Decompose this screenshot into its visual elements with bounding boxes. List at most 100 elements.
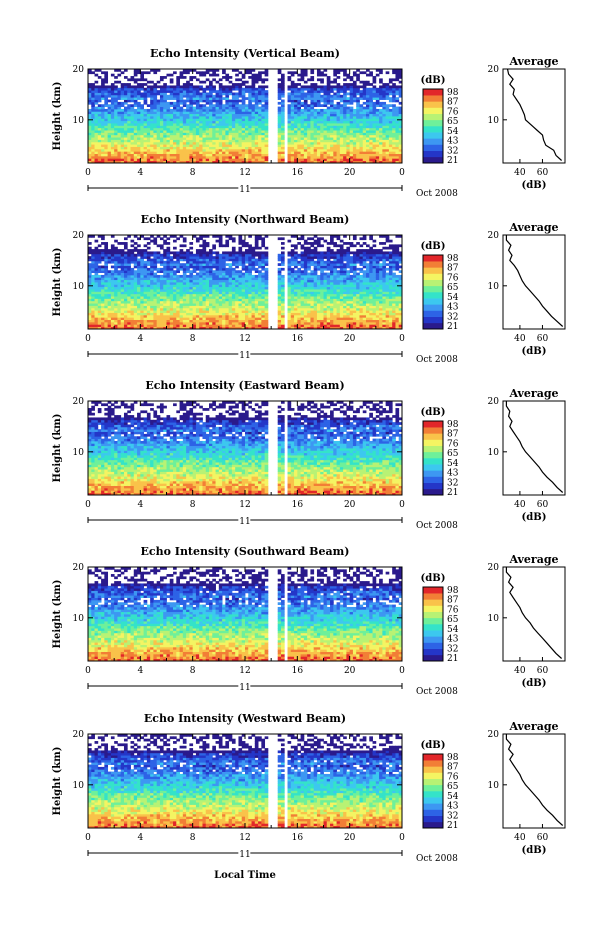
heatmap-cell xyxy=(143,286,148,290)
heatmap-cell xyxy=(209,249,213,252)
heatmap-cell xyxy=(173,87,177,91)
heatmap-cell xyxy=(336,148,341,152)
heatmap-cell xyxy=(176,282,180,285)
heatmap-cell xyxy=(137,284,141,288)
heatmap-cell xyxy=(182,113,187,117)
heatmap-cell xyxy=(137,244,141,248)
heatmap-cell xyxy=(349,111,354,115)
heatmap-cell xyxy=(215,148,220,152)
heatmap-cell xyxy=(202,146,207,150)
heatmap-cell xyxy=(97,123,102,126)
heatmap-cell xyxy=(225,319,230,323)
y-tick-label: 10 xyxy=(73,116,85,126)
heatmap-cell xyxy=(173,116,177,119)
heatmap-cell xyxy=(159,87,164,91)
heatmap-cell xyxy=(169,158,174,162)
heatmap-cell xyxy=(156,286,161,290)
heatmap-cell xyxy=(313,123,318,126)
heatmap-cell xyxy=(225,148,230,152)
heatmap-cell xyxy=(343,78,347,82)
heatmap-cell xyxy=(264,116,269,119)
heatmap-cell xyxy=(388,127,393,131)
heatmap-cell xyxy=(110,246,115,250)
heatmap-cell xyxy=(120,258,125,262)
heatmap-cell xyxy=(356,153,360,157)
heatmap-cell xyxy=(104,310,109,313)
heatmap-cell xyxy=(166,274,171,278)
heatmap-cell xyxy=(189,293,194,297)
heatmap-cell xyxy=(326,111,331,115)
heatmap-cell xyxy=(388,134,393,138)
heatmap-cell xyxy=(228,298,233,302)
heatmap-cell xyxy=(182,274,187,278)
heatmap-cell xyxy=(222,127,226,131)
heatmap-cell xyxy=(110,108,115,112)
heatmap-cell xyxy=(117,296,122,299)
heatmap-cell xyxy=(303,85,308,89)
colorbar-frame xyxy=(422,88,444,164)
heatmap-cell xyxy=(254,153,259,157)
heatmap-cell xyxy=(254,132,259,136)
heatmap-cell xyxy=(123,267,128,271)
heatmap-cell xyxy=(153,85,158,89)
heatmap-cell xyxy=(303,104,308,107)
heatmap-cell xyxy=(287,120,292,124)
heatmap-cell xyxy=(199,244,203,248)
heatmap-cell xyxy=(336,134,341,138)
heatmap-cell xyxy=(300,118,305,122)
heatmap-cell xyxy=(209,265,213,269)
heatmap-cell xyxy=(173,291,177,295)
heatmap-cell xyxy=(212,258,216,262)
heatmap-cell xyxy=(323,146,328,150)
heatmap-cell xyxy=(182,137,187,140)
heatmap-cell xyxy=(186,111,190,115)
heatmap-cell xyxy=(310,69,315,72)
heatmap-cell xyxy=(127,137,131,140)
heatmap-cell xyxy=(379,71,383,75)
heatmap-cell xyxy=(120,130,125,133)
heatmap-cell xyxy=(245,249,249,252)
heatmap-cell xyxy=(123,300,128,304)
heatmap-cell xyxy=(163,111,167,115)
heatmap-cell xyxy=(169,289,174,292)
heatmap-cell xyxy=(395,120,400,124)
heatmap-cell xyxy=(140,286,144,290)
heatmap-cell xyxy=(146,148,151,152)
heatmap-cell xyxy=(398,113,403,117)
heatmap-cell xyxy=(123,253,128,257)
heatmap-cell xyxy=(349,160,354,164)
heatmap-cell xyxy=(277,118,282,122)
heatmap-cell xyxy=(156,132,161,136)
heatmap-cell xyxy=(94,286,99,290)
heatmap-cell xyxy=(127,253,131,257)
heatmap-cell xyxy=(382,113,387,117)
heatmap-cell xyxy=(159,282,164,285)
heatmap-cell xyxy=(140,83,144,86)
heatmap-cell xyxy=(143,116,148,119)
heatmap-cell xyxy=(179,282,184,285)
heatmap-cell xyxy=(169,307,174,311)
heatmap-cell xyxy=(366,141,370,145)
heatmap-cell xyxy=(166,305,171,309)
heatmap-cell xyxy=(104,326,109,330)
heatmap-cell xyxy=(110,265,115,269)
heatmap-cell xyxy=(297,155,301,159)
heatmap-cell xyxy=(356,130,360,133)
heatmap-cell xyxy=(97,258,102,262)
heatmap-cell xyxy=(287,137,292,140)
heatmap-cell xyxy=(336,111,341,115)
heatmap-cell xyxy=(153,141,158,145)
heatmap-cell xyxy=(173,134,177,138)
colorbar-swatch xyxy=(423,126,443,133)
heatmap-cell xyxy=(150,134,154,138)
heatmap-cell xyxy=(215,134,220,138)
heatmap-cell xyxy=(313,94,318,98)
heatmap-cell xyxy=(97,324,102,328)
heatmap-cell xyxy=(159,270,164,273)
heatmap-cell xyxy=(241,148,246,152)
heatmap-cell xyxy=(117,101,122,105)
heatmap-cell xyxy=(173,101,177,105)
heatmap-cell xyxy=(176,97,180,100)
heatmap-cell xyxy=(163,300,167,304)
heatmap-cell xyxy=(228,151,233,154)
